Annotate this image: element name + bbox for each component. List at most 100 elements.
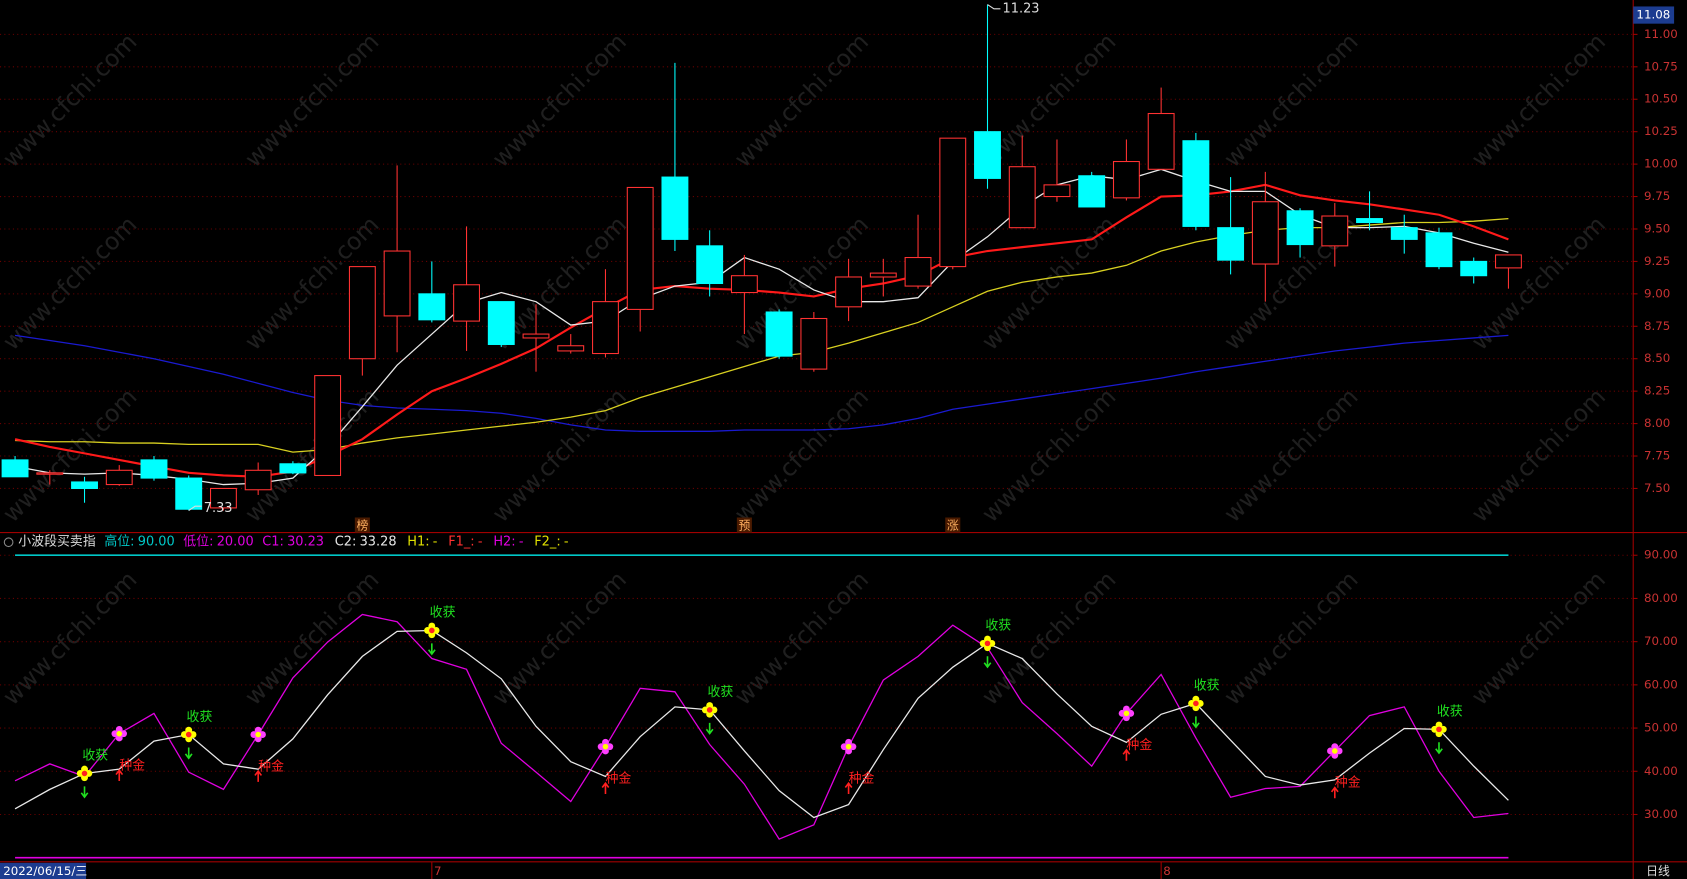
- signal-flower-petal: [85, 769, 93, 777]
- signal-flower-petal: [111, 730, 119, 738]
- y-tick-label: 8.50: [1644, 351, 1670, 365]
- readout-name: F2_:: [534, 535, 560, 550]
- buy-arrow: [844, 781, 853, 794]
- buy-label: 种金: [605, 770, 631, 786]
- y-tick-label: 90.00: [1644, 548, 1678, 562]
- buy-label: 种金: [1126, 737, 1152, 753]
- signal-flower: [255, 731, 261, 738]
- event-marker: 涨: [947, 519, 959, 533]
- y-tick-label: 60.00: [1644, 677, 1678, 691]
- readout-name: C1:: [262, 535, 284, 550]
- signal-flower-petal: [428, 622, 436, 630]
- signal-flower: [984, 640, 991, 647]
- signal-flower: [706, 707, 713, 713]
- event-box: [354, 517, 370, 533]
- signal-flower-petal: [984, 644, 991, 652]
- candle-body: [1043, 184, 1071, 198]
- signal-flower-petal: [185, 735, 193, 743]
- candle-body: [974, 131, 1001, 179]
- sell-arrow: [705, 722, 714, 735]
- x-tick-label: 7: [434, 864, 442, 878]
- signal-flower-petal: [1122, 705, 1130, 713]
- candle-body: [244, 469, 272, 491]
- candle-body: [939, 137, 967, 268]
- signal-flower-petal: [180, 731, 188, 738]
- readout-name: 高位:: [104, 534, 134, 550]
- signal-flower: [1436, 726, 1442, 733]
- signal-flower-petal: [1196, 699, 1204, 707]
- signal-flower-petal: [706, 702, 714, 710]
- y-tick-label: 70.00: [1644, 634, 1678, 648]
- signal-flower-petal: [1188, 699, 1196, 707]
- signal-flower-petal: [1335, 747, 1343, 755]
- signal-flower: [1193, 700, 1199, 707]
- indicator-line: [14, 613, 1509, 840]
- signal-flower-petal: [706, 710, 714, 718]
- indicator-title: 小波段买卖指: [18, 535, 96, 550]
- sell-label: 收获: [187, 710, 213, 725]
- signal-flower-petal: [1122, 714, 1130, 722]
- readout-value: -: [519, 535, 524, 550]
- candle-body: [1390, 227, 1418, 240]
- candle-body: [1494, 254, 1522, 269]
- candle-body: [1425, 232, 1453, 268]
- period-label[interactable]: 日线: [1646, 864, 1670, 878]
- buy-arrow: [115, 768, 124, 782]
- signal-flower-petal: [979, 639, 987, 647]
- signal-flower-petal: [1118, 709, 1126, 717]
- candle-body: [1008, 166, 1036, 229]
- candle-body: [800, 317, 828, 370]
- y-tick-label: 9.75: [1644, 189, 1670, 203]
- candle-body: [279, 463, 307, 474]
- candle-body: [175, 477, 203, 510]
- y-tick-label: 9.50: [1644, 221, 1670, 235]
- signal-flower-petal: [189, 731, 197, 738]
- signal-flower: [845, 743, 852, 750]
- signal-flower-petal: [254, 735, 262, 743]
- readout-name: 低位:: [183, 535, 213, 550]
- collapse-icon[interactable]: [3, 537, 14, 548]
- signal-flower-petal: [602, 738, 609, 746]
- candle-body: [1217, 227, 1245, 261]
- sell-label: 收获: [1194, 679, 1220, 694]
- readout-name: C2:: [335, 535, 357, 550]
- cursor-date-box: [0, 862, 87, 879]
- signal-flower-petal: [424, 626, 431, 634]
- candle-body: [904, 256, 932, 287]
- buy-label: 种金: [1335, 775, 1361, 791]
- candle-body: [626, 186, 654, 310]
- moving-average: [14, 334, 1509, 432]
- signal-flower-petal: [254, 726, 262, 734]
- event-marker: 预: [738, 519, 750, 533]
- signal-flower-petal: [81, 765, 88, 773]
- signal-flower-petal: [1327, 747, 1334, 755]
- y-tick-label: 9.25: [1644, 254, 1670, 268]
- sell-label: 收获: [430, 606, 456, 621]
- annotation-pointer: [987, 4, 1001, 10]
- sell-label: 收获: [1437, 705, 1463, 720]
- signal-flower-petal: [1431, 725, 1439, 733]
- sell-arrow: [1192, 716, 1200, 729]
- buy-arrow: [1330, 786, 1339, 799]
- candle-body: [1251, 201, 1279, 265]
- y-tick-label: 8.25: [1644, 384, 1670, 398]
- candle-body: [1182, 140, 1210, 227]
- signal-flower-petal: [1439, 725, 1447, 733]
- y-tick-label: 10.25: [1644, 124, 1678, 138]
- candle-body: [453, 284, 480, 322]
- candle-body: [696, 245, 724, 285]
- candle-body: [36, 472, 64, 475]
- readout-value: -: [564, 535, 569, 550]
- candle-body: [522, 333, 550, 339]
- candle-body: [105, 469, 133, 486]
- candle-body: [1147, 112, 1175, 170]
- signal-flower-petal: [115, 725, 123, 733]
- buy-arrow: [254, 769, 263, 782]
- signal-flower: [116, 730, 123, 737]
- candle-body: [765, 311, 793, 357]
- candle-body: [557, 345, 585, 352]
- signal-flower-petal: [1331, 751, 1339, 759]
- signal-flower: [1331, 748, 1338, 754]
